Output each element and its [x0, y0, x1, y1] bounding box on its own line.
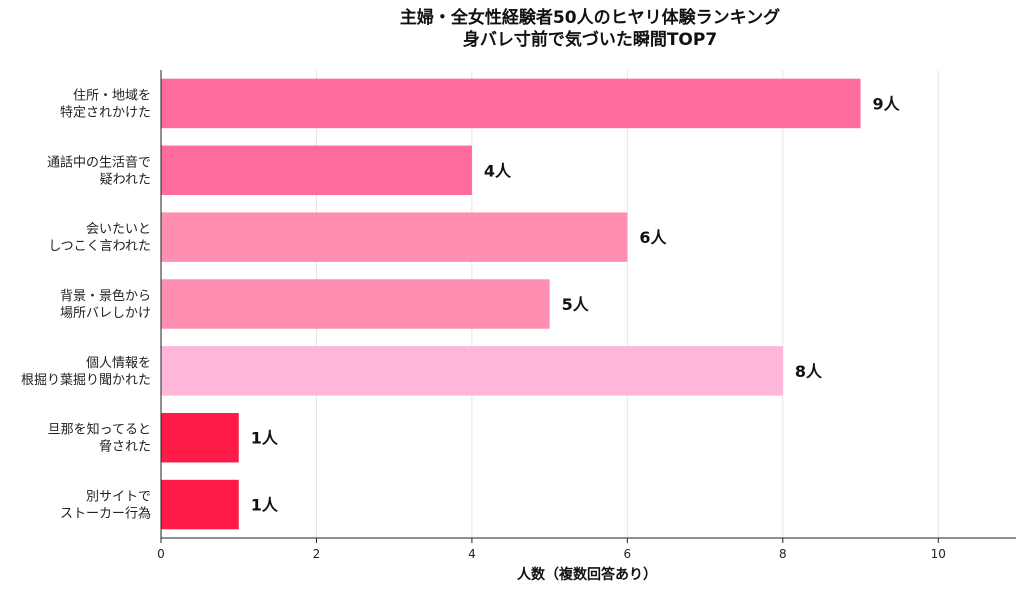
category-label-4: 背景・景色から場所バレしかけ — [60, 288, 151, 321]
x-tick-label-2: 2 — [313, 547, 321, 561]
chart-title-line-2: 身バレ寸前で気づいた瞬間TOP7 — [463, 29, 717, 50]
category-label-7: 別サイトでストーカー行為 — [60, 490, 151, 522]
data-label-6: 1人 — [251, 429, 279, 448]
x-axis-label: 人数（複数回答あり） — [517, 566, 657, 583]
chart-title-line-1: 主婦・全女性経験者50人のヒヤリ体験ランキング — [400, 7, 780, 28]
x-tick-label-6: 6 — [624, 547, 632, 561]
data-label-1: 9人 — [873, 94, 901, 113]
data-label-2: 4人 — [484, 161, 512, 180]
data-label-5: 8人 — [795, 362, 823, 381]
bar-1 — [161, 78, 861, 129]
x-tick-label-8: 8 — [779, 547, 787, 561]
category-label-3: 会いたいとしつこく言われた — [48, 222, 151, 254]
x-tick-label-10: 10 — [931, 547, 946, 561]
x-tick-label-0: 0 — [157, 547, 165, 561]
x-tick-label-4: 4 — [468, 547, 476, 561]
category-label-2: 通話中の生活音で疑われた — [47, 154, 151, 187]
data-label-4: 5人 — [562, 295, 590, 314]
axes: 0 2 4 6 8 10 — [157, 70, 1016, 561]
bar-3 — [161, 212, 628, 262]
bar-7 — [161, 479, 239, 530]
data-label-7: 1人 — [251, 496, 279, 515]
bars: 9人 住所・地域を特定されかけた 4人 通話中の生活音で疑われた 6人 会いたいとしつこく… — [21, 78, 901, 530]
bar-4 — [161, 279, 550, 329]
bar-6 — [161, 412, 239, 463]
bar-2 — [161, 145, 472, 196]
category-label-5: 個人情報を根掘り葉掘り聞かれた — [21, 356, 151, 388]
bar-5 — [161, 346, 783, 396]
data-label-3: 6人 — [639, 228, 667, 247]
category-label-1: 住所・地域を特定されかけた — [60, 88, 151, 120]
category-label-6: 旦那を知ってると脅された — [48, 422, 151, 455]
